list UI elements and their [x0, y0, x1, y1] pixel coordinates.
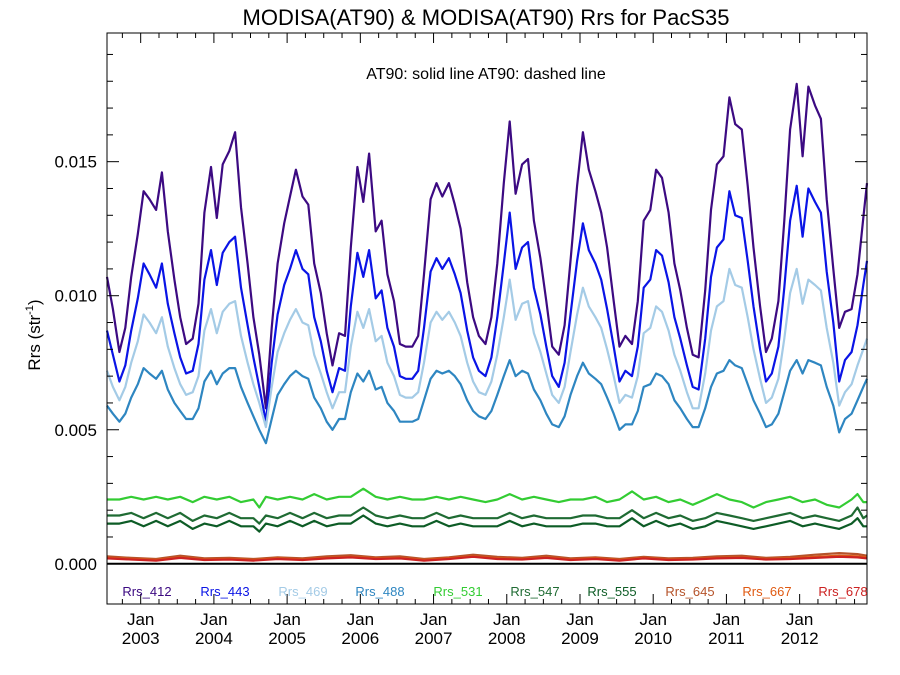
- x-tick-year-label: 2006: [341, 629, 379, 648]
- x-tick-year-label: 2008: [488, 629, 526, 648]
- x-tick-year-label: 2003: [122, 629, 160, 648]
- legend-item-rrs_469: Rrs_469: [278, 584, 327, 599]
- y-axis-label: Rrs (str-1): [24, 299, 44, 370]
- x-tick-year-label: 2005: [268, 629, 306, 648]
- legend-item-rrs_678: Rrs_678: [818, 584, 867, 599]
- legend-item-rrs_443: Rrs_443: [200, 584, 249, 599]
- x-tick-month-label: Jan: [273, 610, 300, 629]
- series-line-rrs_488: [106, 359, 869, 445]
- legend-item-rrs_555: Rrs_555: [587, 584, 636, 599]
- x-tick-month-label: Jan: [786, 610, 813, 629]
- series-line-rrs_412: [105, 82, 869, 410]
- x-tick-month-label: Jan: [200, 610, 227, 629]
- x-tick-month-label: Jan: [493, 610, 520, 629]
- series-line-rrs_443: [105, 184, 869, 423]
- x-tick-year-label: 2011: [708, 629, 745, 648]
- y-tick-label: 0.000: [54, 555, 97, 574]
- y-tick-label: 0.010: [54, 287, 97, 306]
- series-line-rrs_469: [105, 267, 869, 429]
- y-axis-label-close: ): [25, 299, 44, 305]
- legend-item-rrs_645: Rrs_645: [665, 584, 714, 599]
- plot-frame: [106, 32, 868, 605]
- x-tick-month-label: Jan: [127, 610, 154, 629]
- y-tick-label: 0.005: [54, 421, 97, 440]
- x-tick-month-label: Jan: [347, 610, 374, 629]
- axes-layer: 0.0000.0050.0100.015Jan2003Jan2004Jan200…: [54, 32, 868, 648]
- legend: Rrs_412 Rrs_443 Rrs_469 Rrs_488 Rrs_531 Rrs_5…: [122, 584, 867, 599]
- series-layer: [105, 82, 869, 562]
- series-line-rrs_547: [107, 506, 868, 525]
- line-style-annotation: AT90: solid line AT90: dashed line: [366, 66, 606, 83]
- y-tick-label: 0.015: [54, 153, 97, 172]
- legend-item-rrs_531: Rrs_531: [433, 584, 482, 599]
- y-axis-label-main: Rrs (str: [25, 315, 44, 371]
- legend-item-rrs_547: Rrs_547: [510, 584, 559, 599]
- legend-item-rrs_488: Rrs_488: [355, 584, 404, 599]
- x-tick-year-label: 2009: [561, 629, 599, 648]
- legend-item-rrs_412: Rrs_412: [122, 584, 171, 599]
- x-tick-month-label: Jan: [639, 610, 666, 629]
- series-line-rrs_555: [107, 514, 867, 533]
- y-axis-label-superscript: -1: [24, 305, 36, 315]
- x-tick-month-label: Jan: [566, 610, 593, 629]
- x-tick-year-label: 2004: [195, 629, 233, 648]
- series-line-rrs_531: [107, 487, 867, 509]
- chart-title: MODISA(AT90) & MODISA(AT90) Rrs for PacS…: [243, 5, 730, 30]
- legend-item-rrs_667: Rrs_667: [742, 584, 791, 599]
- x-tick-year-label: 2007: [415, 629, 453, 648]
- x-tick-year-label: 2012: [781, 629, 819, 648]
- series-line-rrs_678: [106, 555, 868, 562]
- x-tick-year-label: 2010: [634, 629, 672, 648]
- x-tick-month-label: Jan: [420, 610, 447, 629]
- x-tick-month-label: Jan: [713, 610, 740, 629]
